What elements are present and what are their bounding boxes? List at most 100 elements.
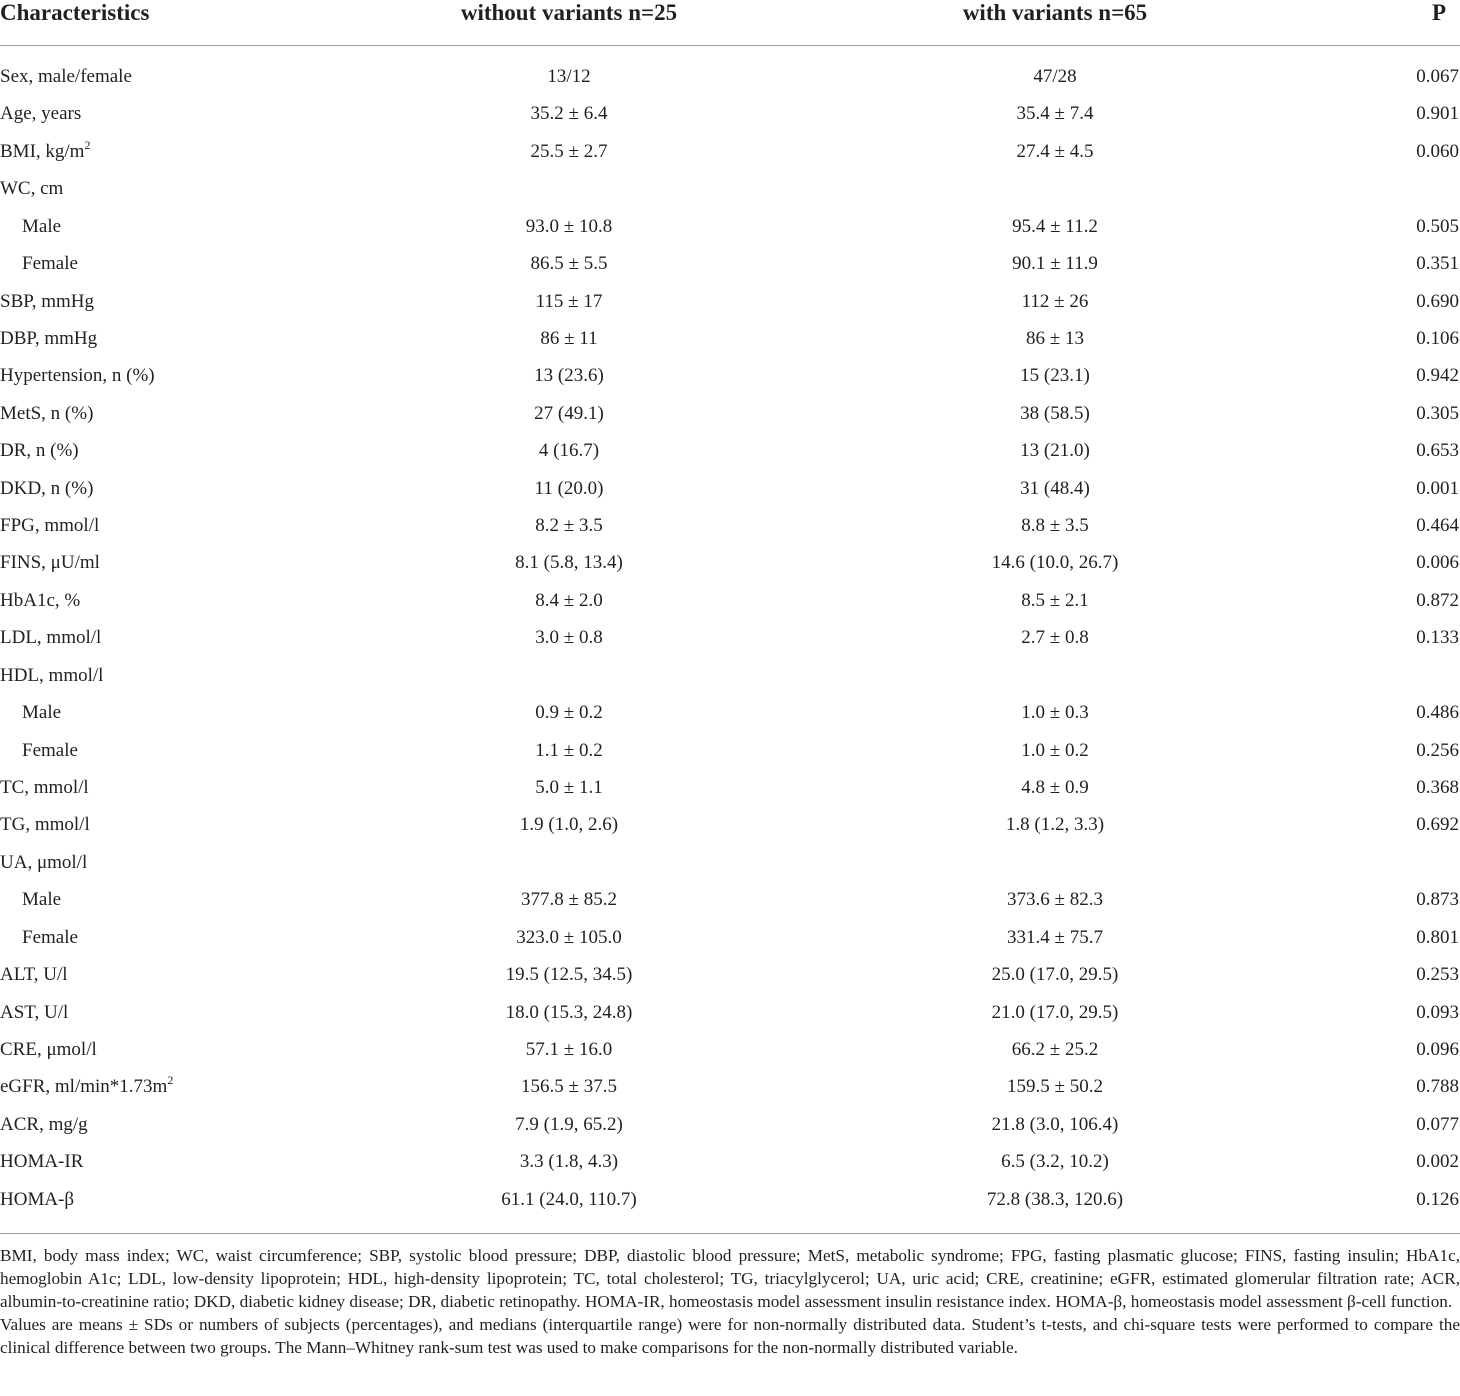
cell-with-variants: 90.1 ± 11.9 <box>1012 253 1098 275</box>
cell-without-variants: 35.2 ± 6.4 <box>530 103 608 125</box>
table-row: Hypertension, n (%) 13 (23.6) 15 (23.1) 0.9… <box>0 357 1460 394</box>
cell-without-variants: 93.0 ± 10.8 <box>525 215 613 237</box>
cell-p-value: 0.788 <box>1416 1076 1459 1098</box>
table-row: AST, U/l 18.0 (15.3, 24.8) 21.0 (17.0, 29.… <box>0 994 1460 1031</box>
cell-without-variants: 1.1 ± 0.2 <box>535 739 603 761</box>
row-label: DR, n (%) <box>0 432 79 469</box>
cell-p-value: 0.801 <box>1416 926 1459 948</box>
table-row: SBP, mmHg 115 ± 17 112 ± 26 0.690 <box>0 283 1460 320</box>
cell-with-variants: 38 (58.5) <box>1020 402 1090 424</box>
cell-with-variants: 86 ± 13 <box>1026 327 1084 349</box>
row-label: HOMA-IR <box>0 1143 83 1180</box>
row-label-text: ALT, U/l <box>0 964 68 986</box>
row-label-text: HDL, mmol/l <box>0 664 104 686</box>
table-row: Age, years 35.2 ± 6.4 35.4 ± 7.4 0.901 <box>0 95 1460 132</box>
cell-without-variants: 86.5 ± 5.5 <box>530 253 608 275</box>
row-label-text: eGFR, ml/min*1.73m <box>0 1076 168 1098</box>
row-label-text: Sex, male/female <box>0 66 132 87</box>
row-label: ACR, mg/g <box>0 1106 88 1143</box>
table-footnotes: BMI, body mass index; WC, waist circumfe… <box>0 1244 1460 1359</box>
cell-p-value: 0.368 <box>1416 777 1459 799</box>
row-label: Sex, male/female <box>0 58 132 95</box>
table-row: Male 93.0 ± 10.8 95.4 ± 11.2 0.505 <box>0 208 1460 245</box>
row-label: CRE, μmol/l <box>0 1031 97 1068</box>
cell-without-variants: 8.1 (5.8, 13.4) <box>515 552 623 574</box>
cell-with-variants: 21.0 (17.0, 29.5) <box>991 1001 1119 1023</box>
cell-with-variants: 4.8 ± 0.9 <box>1021 777 1089 799</box>
cell-p-value: 0.873 <box>1416 889 1459 911</box>
cell-without-variants: 8.2 ± 3.5 <box>535 515 603 537</box>
row-label-text: Male <box>22 889 62 911</box>
cell-without-variants: 86 ± 11 <box>540 327 598 349</box>
row-label: UA, μmol/l <box>0 844 87 881</box>
row-label: FPG, mmol/l <box>0 507 99 544</box>
cell-with-variants: 21.8 (3.0, 106.4) <box>991 1113 1119 1135</box>
cell-without-variants: 19.5 (12.5, 34.5) <box>505 964 633 986</box>
cell-p-value: 0.486 <box>1416 702 1459 724</box>
row-label: HbA1c, % <box>0 582 80 619</box>
row-label: Female <box>22 919 78 956</box>
row-label-text: TG, mmol/l <box>0 814 90 836</box>
cell-without-variants: 61.1 (24.0, 110.7) <box>501 1188 637 1210</box>
cell-without-variants: 25.5 ± 2.7 <box>530 140 608 162</box>
row-label-text: DKD, n (%) <box>0 477 94 499</box>
header-rule <box>0 45 1460 46</box>
row-label: Female <box>22 245 78 282</box>
cell-with-variants: 25.0 (17.0, 29.5) <box>991 964 1119 986</box>
row-label-text: DBP, mmHg <box>0 327 98 349</box>
cell-with-variants: 1.0 ± 0.3 <box>1021 702 1089 724</box>
row-label: HDL, mmol/l <box>0 657 103 694</box>
cell-without-variants: 5.0 ± 1.1 <box>535 777 603 799</box>
row-label-text: DR, n (%) <box>0 440 79 462</box>
cell-p-value: 0.133 <box>1416 627 1459 649</box>
cell-without-variants: 8.4 ± 2.0 <box>535 589 603 611</box>
cell-p-value: 0.942 <box>1416 365 1459 387</box>
cell-with-variants: 72.8 (38.3, 120.6) <box>986 1188 1124 1210</box>
table-row: eGFR, ml/min*1.73m2 156.5 ± 37.5 159.5 ± 5… <box>0 1068 1460 1105</box>
row-label: eGFR, ml/min*1.73m2 <box>0 1068 173 1105</box>
table-row: DR, n (%) 4 (16.7) 13 (21.0) 0.653 <box>0 432 1460 469</box>
table-row: Female 1.1 ± 0.2 1.0 ± 0.2 0.256 <box>0 732 1460 769</box>
row-label: DKD, n (%) <box>0 470 93 507</box>
row-label-text: SBP, mmHg <box>0 290 94 312</box>
table-row: BMI, kg/m2 25.5 ± 2.7 27.4 ± 4.5 0.060 <box>0 133 1460 170</box>
column-header-characteristics: Characteristics <box>0 0 150 25</box>
table-row: WC, cm <box>0 170 1460 207</box>
row-label-text: ACR, mg/g <box>0 1113 88 1135</box>
cell-with-variants: 27.4 ± 4.5 <box>1016 140 1094 162</box>
abbreviations-note: BMI, body mass index; WC, waist circumfe… <box>0 1246 1460 1311</box>
cell-without-variants: 3.0 ± 0.8 <box>535 627 603 649</box>
row-label: MetS, n (%) <box>0 395 93 432</box>
column-header-with-variants: with variants n=65 <box>962 0 1148 25</box>
cell-with-variants: 112 ± 26 <box>1021 290 1089 312</box>
table-row: CRE, μmol/l 57.1 ± 16.0 66.2 ± 25.2 0.096 <box>0 1031 1460 1068</box>
cell-with-variants: 15 (23.1) <box>1020 365 1090 387</box>
cell-without-variants: 7.9 (1.9, 65.2) <box>515 1113 623 1135</box>
cell-p-value: 0.093 <box>1416 1001 1459 1023</box>
row-label-text: TC, mmol/l <box>0 777 89 799</box>
row-label: TG, mmol/l <box>0 806 90 843</box>
table-row: TC, mmol/l 5.0 ± 1.1 4.8 ± 0.9 0.368 <box>0 769 1460 806</box>
cell-with-variants: 13 (21.0) <box>1020 440 1090 462</box>
row-label-text: HOMA-IR <box>0 1151 84 1173</box>
table-row: HbA1c, % 8.4 ± 2.0 8.5 ± 2.1 0.872 <box>0 582 1460 619</box>
column-header-without-variants: without variants n=25 <box>460 0 678 25</box>
row-label-text: FPG, mmol/l <box>0 515 100 537</box>
row-label-text: Female <box>22 926 78 948</box>
row-label-text: AST, U/l <box>0 1001 69 1023</box>
row-label-text: Age, years <box>0 103 82 125</box>
row-label-text: WC, cm <box>0 178 64 200</box>
row-label: Male <box>22 881 61 918</box>
table-row: Female 323.0 ± 105.0 331.4 ± 75.7 0.801 <box>0 919 1460 956</box>
cell-without-variants: 1.9 (1.0, 2.6) <box>519 814 619 836</box>
table-row: Female 86.5 ± 5.5 90.1 ± 11.9 0.351 <box>0 245 1460 282</box>
row-label-text: Male <box>22 215 62 237</box>
cell-without-variants: 377.8 ± 85.2 <box>521 889 617 911</box>
row-label: WC, cm <box>0 170 63 207</box>
cell-p-value: 0.690 <box>1416 290 1459 312</box>
row-label: AST, U/l <box>0 994 68 1031</box>
table-row: TG, mmol/l 1.9 (1.0, 2.6) 1.8 (1.2, 3.3) 0.… <box>0 806 1460 843</box>
cell-with-variants: 66.2 ± 25.2 <box>1011 1038 1099 1060</box>
cell-p-value: 0.006 <box>1416 552 1459 574</box>
table-row: FINS, μU/ml 8.1 (5.8, 13.4) 14.6 (10.0, 26… <box>0 544 1460 581</box>
